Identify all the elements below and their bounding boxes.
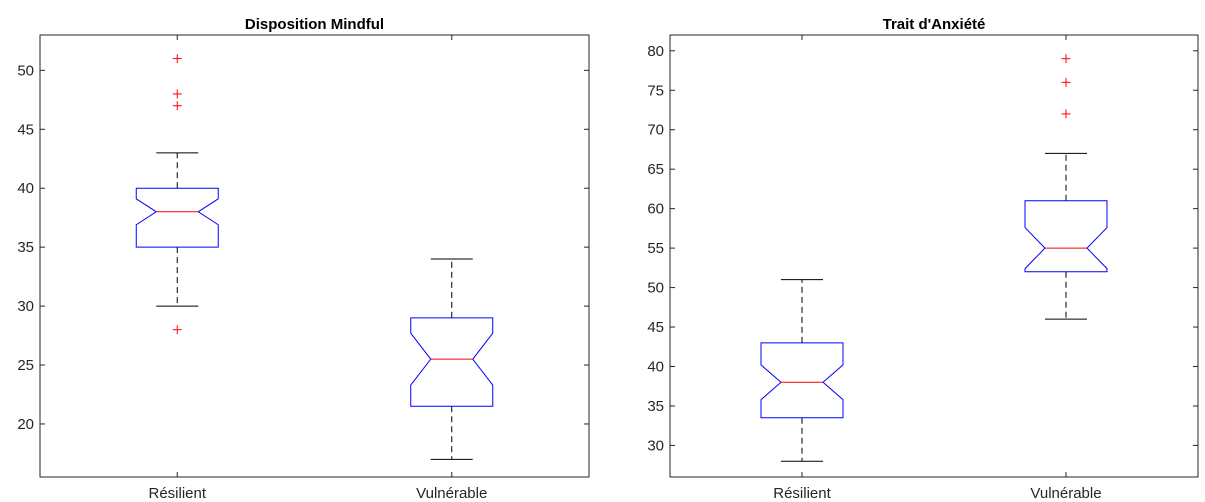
y-tick-label: 50 bbox=[17, 62, 34, 79]
y-tick-label: 75 bbox=[647, 82, 664, 99]
outlier-marker bbox=[172, 101, 182, 111]
box-2 bbox=[1024, 54, 1108, 320]
axes-frame bbox=[669, 34, 1199, 478]
y-tick-label: 70 bbox=[647, 122, 664, 139]
y-tick-label: 30 bbox=[647, 437, 664, 454]
y-tick-label: 35 bbox=[17, 239, 34, 256]
y-tick-label: 65 bbox=[647, 161, 664, 178]
chart-title: Disposition Mindful bbox=[245, 16, 384, 33]
chart-title: Trait d'Anxiété bbox=[883, 16, 986, 33]
outlier-marker bbox=[172, 54, 182, 64]
y-tick-label: 50 bbox=[647, 280, 664, 297]
notched-box bbox=[410, 317, 494, 407]
chart-panel-2: Trait d'Anxiété 30 35 40 45 50 55 60 65 70 75 80 Rés… bbox=[647, 16, 1199, 502]
y-tick-label: 40 bbox=[647, 359, 664, 376]
outlier-marker bbox=[1061, 77, 1071, 87]
y-tick-label: 25 bbox=[17, 357, 34, 374]
box-2 bbox=[410, 258, 494, 460]
outlier-marker bbox=[1061, 109, 1071, 119]
outlier-marker bbox=[172, 325, 182, 335]
x-tick-label: Vulnérable bbox=[416, 485, 487, 502]
notched-box bbox=[760, 342, 844, 419]
outlier-marker bbox=[172, 89, 182, 99]
y-tick-label: 30 bbox=[17, 298, 34, 315]
notched-box bbox=[1024, 200, 1108, 273]
outlier-marker bbox=[1061, 54, 1071, 64]
notched-box bbox=[135, 187, 219, 248]
y-tick-label: 45 bbox=[17, 121, 34, 138]
y-tick-label: 45 bbox=[647, 319, 664, 336]
y-tick-label: 40 bbox=[17, 180, 34, 197]
box-1 bbox=[760, 279, 844, 462]
y-tick-label: 35 bbox=[647, 398, 664, 415]
axes-frame bbox=[39, 34, 590, 478]
y-tick-label: 60 bbox=[647, 201, 664, 218]
x-tick-label: Résilient bbox=[773, 485, 831, 502]
x-tick-label: Vulnérable bbox=[1030, 485, 1101, 502]
y-tick-label: 55 bbox=[647, 240, 664, 257]
chart-panel-1: Disposition Mindful 20 25 30 35 40 45 50 Résilie… bbox=[17, 16, 590, 502]
y-tick-label: 80 bbox=[647, 43, 664, 60]
x-tick-label: Résilient bbox=[148, 485, 206, 502]
box-1 bbox=[135, 54, 219, 335]
y-tick-label: 20 bbox=[17, 416, 34, 433]
